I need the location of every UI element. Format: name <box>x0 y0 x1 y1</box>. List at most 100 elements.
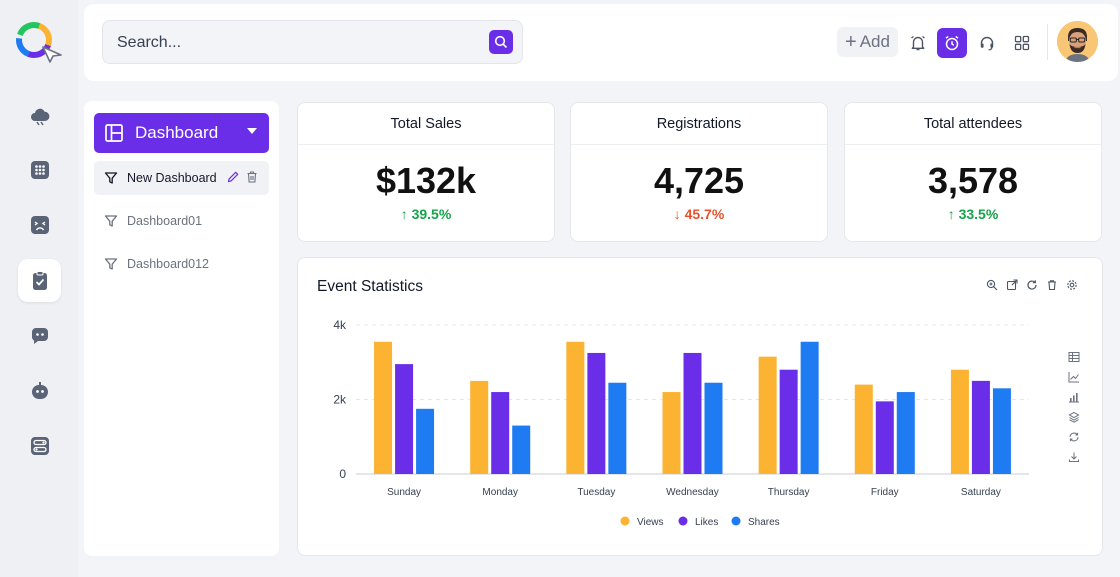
legend-label: Shares <box>748 517 780 528</box>
legend-swatch <box>678 516 688 526</box>
alarm-clock-icon[interactable] <box>937 28 967 58</box>
download-icon[interactable] <box>1068 451 1080 463</box>
zoom-icon[interactable] <box>986 279 998 291</box>
table-view-icon[interactable] <box>1068 351 1080 363</box>
chart-title: Event Statistics <box>317 278 423 295</box>
arrow-down-icon: ↓ <box>673 206 681 222</box>
cloud-icon[interactable] <box>18 94 61 137</box>
stat-value: 3,578 <box>927 160 1019 201</box>
clipboard-check-icon[interactable] <box>18 259 61 302</box>
x-tick-label: Monday <box>482 487 518 498</box>
bot-icon[interactable] <box>18 369 61 412</box>
stat-change: ↓ 45.7% <box>571 206 827 222</box>
bar-likes <box>683 352 702 474</box>
restore-icon[interactable] <box>1068 431 1080 443</box>
search-icon <box>494 35 508 49</box>
chat-bot-icon[interactable] <box>18 314 61 357</box>
bar-shares <box>896 392 915 474</box>
dashboard-dropdown-label: Dashboard <box>135 123 219 142</box>
x-tick-label: Saturday <box>961 487 1001 498</box>
bar-shares <box>992 388 1011 474</box>
stat-change-value: 45.7% <box>684 206 725 222</box>
chevron-down-icon <box>247 128 257 134</box>
stat-change-value: 39.5% <box>411 206 452 222</box>
bar-shares <box>416 408 435 474</box>
dashboard-item[interactable]: Dashboard01 <box>94 204 269 238</box>
search-input[interactable] <box>117 32 477 54</box>
bar-chart-icon[interactable] <box>1068 391 1080 403</box>
stat-change: ↑ 39.5% <box>298 206 554 222</box>
dashboard-item-label: Dashboard012 <box>127 257 210 271</box>
face-icon[interactable] <box>18 203 61 246</box>
delete-icon[interactable] <box>245 170 259 184</box>
x-tick-label: Tuesday <box>577 487 615 498</box>
filter-icon <box>104 215 118 227</box>
user-avatar[interactable] <box>1057 21 1098 62</box>
stat-value: 4,725 <box>653 160 745 201</box>
stat-title: Registrations <box>571 103 827 145</box>
bar-views <box>470 380 489 474</box>
stat-change-value: 33.5% <box>958 206 999 222</box>
chart-toolbar <box>986 279 1078 291</box>
arrow-up-icon: ↑ <box>947 206 955 222</box>
stat-card-total-sales: Total Sales $132k ↑ 39.5% <box>297 102 555 242</box>
dashboard-item[interactable]: Dashboard012 <box>94 247 269 281</box>
grid-menu-icon[interactable] <box>1007 28 1037 58</box>
dashboard-item[interactable]: New Dashboard <box>94 161 269 195</box>
stat-card-total-attendees: Total attendees 3,578 ↑ 33.5% <box>844 102 1102 242</box>
bar-likes <box>587 352 606 474</box>
x-tick-label: Wednesday <box>666 487 719 498</box>
add-button-label: Add <box>859 32 890 51</box>
y-tick-label: 2k <box>333 393 347 407</box>
bar-likes <box>971 380 990 474</box>
filter-icon <box>104 258 118 270</box>
line-chart-icon[interactable] <box>1068 371 1080 383</box>
search-button[interactable] <box>489 30 513 54</box>
bell-icon[interactable] <box>903 28 933 58</box>
dashboard-panel: Dashboard New Dashboard Dashboard01 Dash… <box>84 101 279 556</box>
settings-gear-icon[interactable] <box>1066 279 1078 291</box>
bar-views <box>662 392 681 474</box>
bar-likes <box>395 364 414 474</box>
apps-grid-icon[interactable] <box>18 148 61 191</box>
bar-shares <box>800 341 819 474</box>
legend-swatch <box>731 516 741 526</box>
bar-views <box>950 369 969 474</box>
plus-icon: + <box>845 31 857 53</box>
stat-title: Total attendees <box>845 103 1101 145</box>
stack-layers-icon[interactable] <box>1068 411 1080 423</box>
edit-icon[interactable] <box>226 170 240 184</box>
y-tick-label: 0 <box>339 467 346 481</box>
legend-label: Likes <box>695 517 718 528</box>
external-link-icon[interactable] <box>1006 279 1018 291</box>
dashboard-item-label: Dashboard01 <box>127 214 203 228</box>
stat-value: $132k <box>375 160 477 201</box>
left-rail <box>0 0 78 577</box>
chart-side-toolbar <box>1068 351 1080 463</box>
filter-icon <box>104 172 118 184</box>
bar-likes <box>779 369 798 474</box>
stat-title: Total Sales <box>298 103 554 145</box>
y-tick-label: 4k <box>333 318 347 332</box>
bar-likes <box>875 401 894 474</box>
headset-icon[interactable] <box>972 28 1002 58</box>
top-header: + Add <box>84 4 1118 81</box>
app-logo[interactable] <box>15 19 63 63</box>
x-tick-label: Friday <box>871 487 899 498</box>
x-tick-label: Sunday <box>387 487 421 498</box>
layout-icon <box>105 124 123 142</box>
refresh-icon[interactable] <box>1026 279 1038 291</box>
legend-label: Views <box>637 517 664 528</box>
bar-views <box>374 341 393 474</box>
trash-icon[interactable] <box>1046 279 1058 291</box>
dashboard-dropdown[interactable]: Dashboard <box>94 113 269 153</box>
add-button[interactable]: + Add <box>837 27 898 57</box>
bar-chart: 0 2k 4k Sunday Monday Tuesday Wednesday Thursda… <box>333 318 1029 528</box>
arrow-up-icon: ↑ <box>400 206 408 222</box>
bar-views <box>854 384 873 474</box>
toggle-list-icon[interactable] <box>18 424 61 467</box>
search-box <box>102 20 523 64</box>
event-statistics-card: 0 2k 4k Sunday Monday Tuesday Wednesday Thursda… <box>297 257 1103 556</box>
header-divider <box>1047 24 1048 60</box>
bar-likes <box>491 392 510 474</box>
